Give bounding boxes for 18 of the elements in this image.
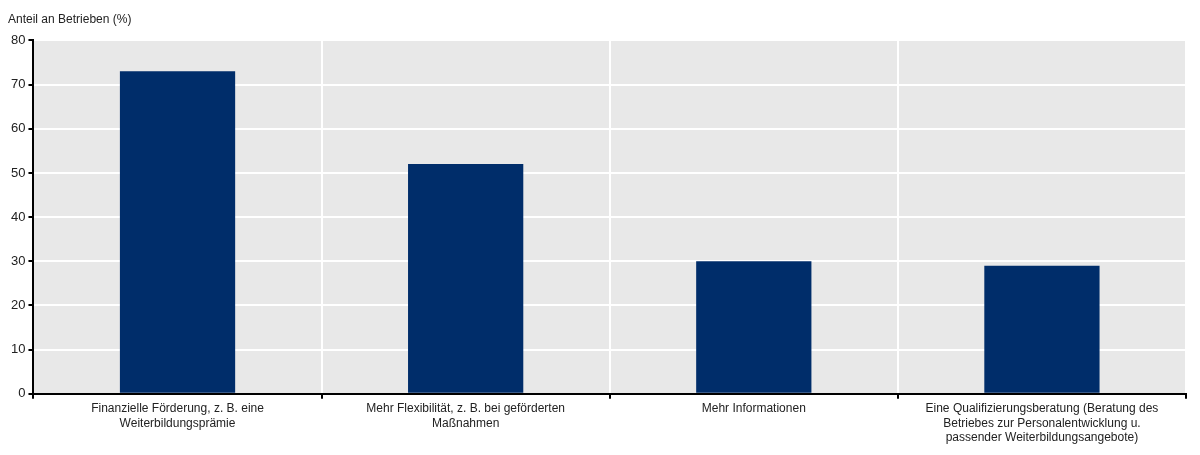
x-tick-label: Eine Qualifizierungsberatung (Beratung des Betriebes zur Personalentwicklung u. passender Weiterbildungsangebote) — [925, 401, 1159, 445]
y-tick-label: 10 — [10, 341, 26, 357]
y-tick-label: 30 — [10, 252, 26, 268]
y-tick-label: 20 — [10, 297, 26, 313]
x-tick-label: Finanzielle Förderung, z. B. eine Weiterbildungsprämie — [91, 401, 265, 430]
y-tick-label: 70 — [10, 76, 26, 92]
y-axis-title: Anteil an Betrieben (%) — [8, 11, 132, 26]
x-tick-label: Mehr Informationen — [701, 401, 806, 416]
y-tick-label: 0 — [18, 385, 26, 401]
y-tick-label: 60 — [10, 120, 26, 136]
bar — [696, 261, 812, 393]
bar — [119, 71, 236, 393]
y-tick-label: 50 — [10, 164, 26, 180]
bar — [984, 265, 1100, 393]
y-tick-label: 80 — [10, 31, 26, 47]
x-tick-label: Mehr Flexibilität, z. B. bei geförderten Maßnahmen — [366, 401, 566, 430]
bar — [408, 164, 524, 393]
y-tick-label: 40 — [10, 208, 26, 224]
